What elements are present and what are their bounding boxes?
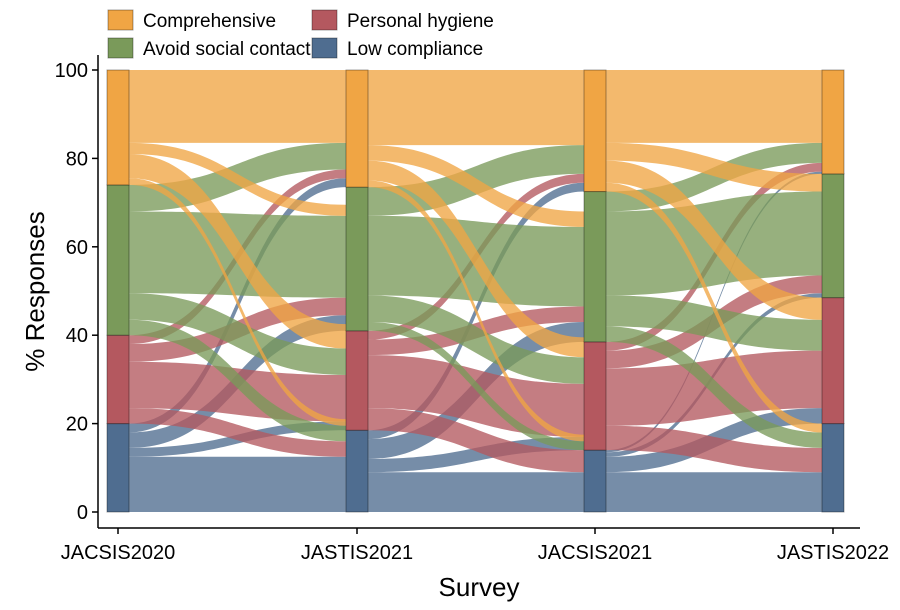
y-tick-label-40: 40 (66, 325, 88, 347)
node-jacsis2020-comprehensive (106, 69, 130, 186)
node-jacsis2021-personal-hygiene (583, 341, 607, 451)
flow-jastis2021-avoid-social-contact-to-low-compliance (368, 321, 584, 451)
node-jacsis2021-low-compliance (583, 449, 607, 513)
flow-jacsis2020-avoid-social-contact-to-personal-hygiene (129, 293, 346, 375)
node-layer (106, 69, 845, 513)
axes: 0 20 40 60 80 100 JACSIS2020 JASTIS2021 JACSIS20… (55, 55, 889, 564)
flow-jastis2021-comprehensive-to-comprehensive (368, 70, 584, 146)
legend-label-avoid-social-contact: Avoid social contact (143, 39, 311, 60)
flow-jacsis2021-personal-hygiene-to-low-compliance (606, 425, 822, 473)
node-jacsis2020-avoid-social-contact (106, 184, 130, 336)
flow-jacsis2020-comprehensive-to-avoid-social-contact (129, 142, 346, 216)
x-tick-label-jacsis2021: JACSIS2021 (538, 542, 653, 564)
x-tick-label-jacsis2020: JACSIS2020 (61, 542, 176, 564)
flow-jacsis2020-comprehensive-to-low-compliance (129, 178, 346, 426)
flow-jacsis2021-comprehensive-to-avoid-social-contact (606, 142, 822, 192)
flow-jacsis2020-personal-hygiene-to-low-compliance (129, 408, 346, 457)
legend-label-comprehensive: Comprehensive (143, 11, 276, 32)
legend-swatch-avoid-social-contact (107, 37, 134, 59)
flow-jastis2021-personal-hygiene-to-personal-hygiene (368, 355, 584, 437)
node-jastis2022-comprehensive (821, 69, 845, 175)
legend-label-personal-hygiene: Personal hygiene (347, 11, 494, 32)
flow-jastis2021-personal-hygiene-to-low-compliance (368, 408, 584, 473)
legend-swatch-personal-hygiene (311, 9, 338, 31)
flow-jacsis2020-comprehensive-to-personal-hygiene (129, 153, 346, 349)
y-tick-label-60: 60 (66, 237, 88, 259)
node-jacsis2021-avoid-social-contact (583, 191, 607, 343)
legend: Comprehensive Personal hygiene Avoid socia… (107, 9, 494, 60)
flow-jacsis2020-avoid-social-contact-to-low-compliance (129, 319, 346, 442)
flow-jastis2021-low-compliance-to-low-compliance (368, 472, 584, 512)
x-tick-label-jastis2021: JASTIS2021 (301, 542, 413, 564)
y-tick-label-20: 20 (66, 414, 88, 436)
y-axis-title: % Responses (20, 211, 50, 371)
flow-jacsis2020-personal-hygiene-to-personal-hygiene (129, 361, 346, 422)
node-jacsis2020-low-compliance (106, 423, 130, 513)
flow-jastis2021-comprehensive-to-personal-hygiene (368, 160, 584, 358)
flow-jacsis2021-comprehensive-to-personal-hygiene (606, 160, 822, 320)
x-axis-title: Survey (439, 572, 520, 602)
flow-jacsis2020-comprehensive-to-comprehensive (129, 70, 346, 143)
flow-jastis2021-avoid-social-contact-to-personal-hygiene (368, 295, 584, 384)
node-jastis2021-low-compliance (345, 429, 369, 513)
flow-jacsis2021-avoid-social-contact-to-low-compliance (606, 326, 822, 448)
node-jastis2022-personal-hygiene (821, 297, 845, 425)
node-jastis2022-avoid-social-contact (821, 173, 845, 299)
flow-jacsis2021-low-compliance-to-low-compliance (606, 472, 822, 512)
flow-jastis2021-comprehensive-to-low-compliance (368, 180, 584, 442)
node-jacsis2021-comprehensive (583, 69, 607, 193)
legend-swatch-comprehensive (107, 9, 134, 31)
flow-jacsis2020-low-compliance-to-low-compliance (129, 456, 346, 512)
y-tick-label-0: 0 (77, 502, 88, 524)
legend-label-low-compliance: Low compliance (347, 39, 483, 60)
flow-jacsis2021-comprehensive-to-comprehensive (606, 70, 822, 143)
node-jastis2021-comprehensive (345, 69, 369, 188)
flow-jacsis2021-comprehensive-to-low-compliance (606, 182, 822, 433)
flow-layer (129, 70, 822, 512)
y-tick-label-80: 80 (66, 148, 88, 170)
flow-jastis2021-comprehensive-to-avoid-social-contact (368, 145, 584, 227)
node-jastis2021-personal-hygiene (345, 330, 369, 431)
node-jacsis2020-personal-hygiene (106, 334, 130, 425)
node-jastis2022-low-compliance (821, 423, 845, 513)
x-tick-label-jastis2022: JASTIS2022 (777, 542, 889, 564)
y-tick-label-100: 100 (55, 60, 88, 82)
node-jastis2021-avoid-social-contact (345, 186, 369, 332)
flow-jacsis2021-avoid-social-contact-to-personal-hygiene (606, 295, 822, 351)
legend-swatch-low-compliance (311, 37, 338, 59)
